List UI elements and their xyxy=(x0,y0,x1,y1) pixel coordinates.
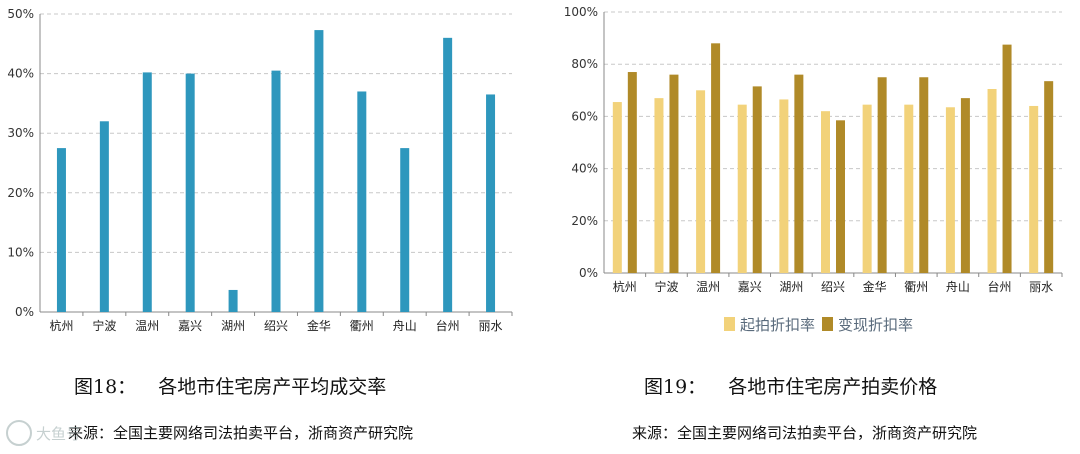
legend: 起拍折扣率 变现折扣率 xyxy=(724,316,913,334)
y-tick-label: 0% xyxy=(579,266,598,280)
x-tick-label: 宁波 xyxy=(654,279,678,294)
bar-1-舟山 xyxy=(945,107,955,273)
bar-2-温州 xyxy=(711,43,721,273)
x-tick-label: 丽水 xyxy=(479,319,503,333)
watermark: 大鱼号 xyxy=(6,418,136,448)
bar-1-绍兴 xyxy=(271,70,281,313)
y-tick-label: 20% xyxy=(571,214,598,228)
x-tick-label: 丽水 xyxy=(1029,280,1053,294)
y-tick-label: 40% xyxy=(7,67,34,81)
left-caption-title: 各地市住宅房产平均成交率 xyxy=(158,376,387,398)
x-tick-label: 台州 xyxy=(988,279,1012,294)
bar-1-湖州 xyxy=(779,99,789,273)
x-tick-label: 舟山 xyxy=(393,319,417,333)
bar-2-舟山 xyxy=(960,98,970,273)
right-caption-title: 各地市住宅房产拍卖价格 xyxy=(728,376,938,398)
y-tick-label: 10% xyxy=(7,245,34,259)
bar-2-湖州 xyxy=(794,74,804,273)
x-tick-label: 嘉兴 xyxy=(178,319,202,333)
chart-right: 0% 20% 40% 60% 80% 100% 杭州 宁波 温州 嘉兴 湖州 绍兴 金华 衢州 舟山 台州 丽水… xyxy=(564,5,1063,334)
x-tick-label: 杭州 xyxy=(613,279,637,294)
x-tick-label: 湖州 xyxy=(779,279,803,294)
y-tick-label: 30% xyxy=(7,126,34,140)
left-chart-panel: 0% 10% 20% 30% 40% 50% 杭州 宁波 温州 嘉兴 湖州 绍兴 金华 衢州 舟山 台州 丽水 … xyxy=(7,7,513,442)
x-tick-label: 杭州 xyxy=(49,318,73,333)
x-tick-label: 温州 xyxy=(696,280,720,294)
bar-1-宁波 xyxy=(654,98,664,273)
left-caption-number: 图18： xyxy=(74,376,137,398)
watermark-logo-icon xyxy=(6,420,32,446)
bar-1-台州 xyxy=(443,37,453,313)
y-tick-label: 80% xyxy=(571,57,598,71)
y-tick-label: 50% xyxy=(7,7,34,21)
x-tick-label: 金华 xyxy=(307,318,331,333)
bar-1-杭州 xyxy=(612,102,622,273)
bar-1-舟山 xyxy=(400,148,410,312)
left-caption: 图18： 各地市住宅房产平均成交率 xyxy=(74,372,386,399)
bar-2-金华 xyxy=(877,77,887,273)
legend-swatch-2 xyxy=(822,317,833,331)
x-tick-label: 舟山 xyxy=(946,280,970,294)
x-tick-label: 台州 xyxy=(436,318,460,333)
x-tick-label: 衢州 xyxy=(904,280,928,294)
right-caption: 图19： 各地市住宅房产拍卖价格 xyxy=(644,372,937,399)
bar-1-丽水 xyxy=(486,94,496,313)
x-tick-label: 湖州 xyxy=(221,318,245,333)
legend-swatch-1 xyxy=(724,317,735,331)
chart-left: 0% 10% 20% 30% 40% 50% 杭州 宁波 温州 嘉兴 湖州 绍兴 金华 衢州 舟山 台州 丽水 xyxy=(7,7,513,333)
bar-1-宁波 xyxy=(99,121,109,312)
bar-1-绍兴 xyxy=(821,111,830,274)
bar-1-嘉兴 xyxy=(737,104,747,273)
bar-1-衢州 xyxy=(357,91,367,312)
x-tick-label: 绍兴 xyxy=(821,280,845,294)
legend-label-1: 起拍折扣率 xyxy=(740,316,815,334)
bar-2-绍兴 xyxy=(836,120,845,273)
bar-1-杭州 xyxy=(56,148,66,312)
bar-1-湖州 xyxy=(228,289,238,312)
x-tick-label: 宁波 xyxy=(92,318,116,333)
bar-1-金华 xyxy=(314,30,324,312)
left-source: 来源：全国主要网络司法拍卖平台，浙商资产研究院 xyxy=(68,424,414,442)
right-caption-number: 图19： xyxy=(644,376,707,398)
bar-1-温州 xyxy=(696,90,706,273)
bar-1-嘉兴 xyxy=(185,73,195,312)
bar-2-杭州 xyxy=(627,72,637,273)
bar-1-丽水 xyxy=(1029,105,1039,274)
x-tick-label: 嘉兴 xyxy=(738,280,762,294)
x-tick-label: 绍兴 xyxy=(264,319,288,333)
right-chart-panel: 0% 20% 40% 60% 80% 100% 杭州 宁波 温州 嘉兴 湖州 绍兴 金华 衢州 舟山 台州 丽水… xyxy=(540,0,1080,454)
y-tick-label: 20% xyxy=(7,186,34,200)
watermark-text: 大鱼号 xyxy=(36,424,82,443)
y-tick-label: 0% xyxy=(15,305,34,319)
bar-1-台州 xyxy=(987,88,997,274)
y-tick-label: 60% xyxy=(571,109,598,123)
bar-2-台州 xyxy=(1002,44,1012,273)
bar-2-丽水 xyxy=(1044,81,1054,273)
bar-2-宁波 xyxy=(669,74,679,273)
y-tick-label: 40% xyxy=(571,162,598,176)
bar-2-衢州 xyxy=(919,77,929,273)
bar-2-嘉兴 xyxy=(752,86,762,273)
bar-1-温州 xyxy=(142,72,152,313)
x-tick-label: 金华 xyxy=(863,279,887,294)
y-tick-label: 100% xyxy=(564,5,598,19)
right-source: 来源：全国主要网络司法拍卖平台，浙商资产研究院 xyxy=(632,424,978,442)
legend-label-2: 变现折扣率 xyxy=(838,316,913,334)
bar-1-金华 xyxy=(862,104,872,273)
x-tick-label: 衢州 xyxy=(350,319,374,333)
x-tick-label: 温州 xyxy=(135,319,159,333)
bar-1-衢州 xyxy=(904,104,914,273)
